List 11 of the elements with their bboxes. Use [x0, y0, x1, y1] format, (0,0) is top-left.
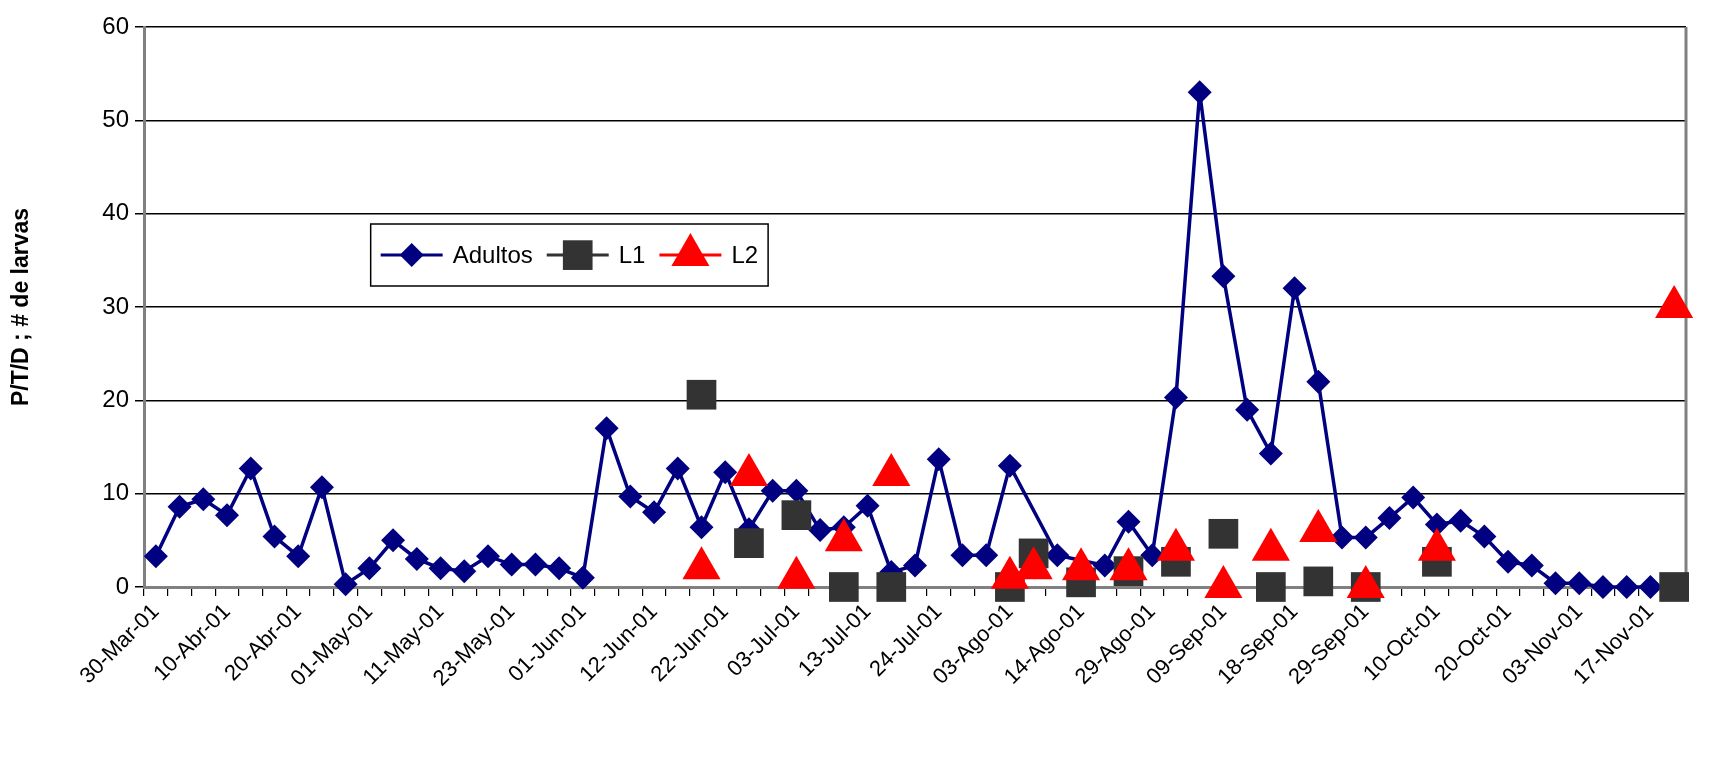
y-tick-label: 50: [102, 104, 129, 132]
legend-label: L1: [618, 240, 646, 268]
y-tick-label: 60: [102, 11, 129, 39]
y-tick-label: 20: [102, 384, 129, 412]
legend-label: L2: [731, 240, 759, 268]
y-tick-label: 10: [102, 478, 129, 506]
y-tick-label: 40: [102, 198, 129, 226]
y-axis-title: P/T/D ; # de larvas: [7, 207, 34, 407]
y-tick-label: 30: [102, 291, 129, 319]
y-tick-label: 0: [115, 571, 129, 599]
legend-label: Adultos: [452, 240, 533, 268]
